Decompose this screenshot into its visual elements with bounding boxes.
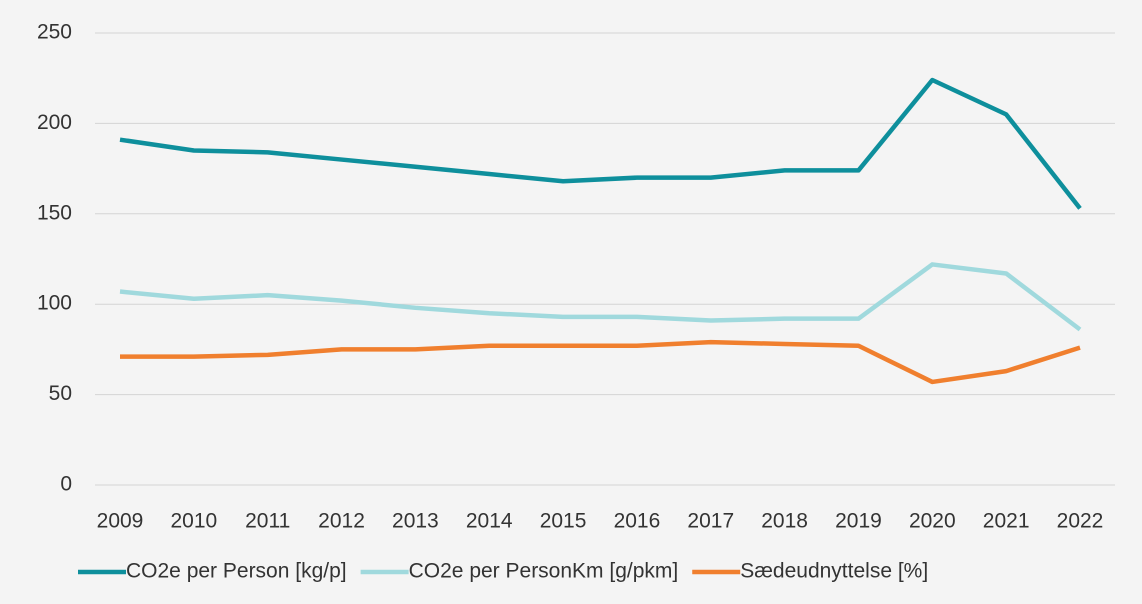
- x-tick-label: 2020: [909, 510, 956, 533]
- legend-label: CO2e per PersonKm [g/pkm]: [409, 560, 679, 583]
- x-tick-label: 2022: [1057, 510, 1104, 533]
- x-tick-label: 2015: [540, 510, 587, 533]
- series-line: [120, 339, 1081, 385]
- y-tick-label: 100: [37, 292, 72, 315]
- x-tick-label: 2011: [245, 510, 290, 533]
- y-tick-label: 50: [49, 382, 72, 405]
- legend-label: CO2e per Person [kg/p]: [126, 560, 347, 583]
- x-tick-label: 2012: [318, 510, 365, 533]
- x-tick-label: 2021: [983, 510, 1030, 533]
- x-tick-label: 2017: [687, 510, 734, 533]
- series-line: [119, 77, 1082, 210]
- x-tick-label: 2013: [392, 510, 439, 533]
- y-tick-label: 250: [37, 21, 72, 44]
- x-tick-label: 2009: [97, 510, 144, 533]
- x-tick-label: 2016: [614, 510, 661, 533]
- x-tick-label: 2010: [170, 510, 217, 533]
- legend-label: Sædeudnyttelse [%]: [740, 560, 928, 583]
- x-tick-label: 2014: [466, 510, 513, 533]
- y-tick-label: 200: [37, 111, 72, 134]
- series-line: [119, 262, 1082, 332]
- y-tick-label: 0: [60, 473, 72, 496]
- x-tick-label: 2019: [835, 510, 882, 533]
- x-tick-label: 2018: [761, 510, 808, 533]
- y-tick-label: 150: [37, 201, 72, 224]
